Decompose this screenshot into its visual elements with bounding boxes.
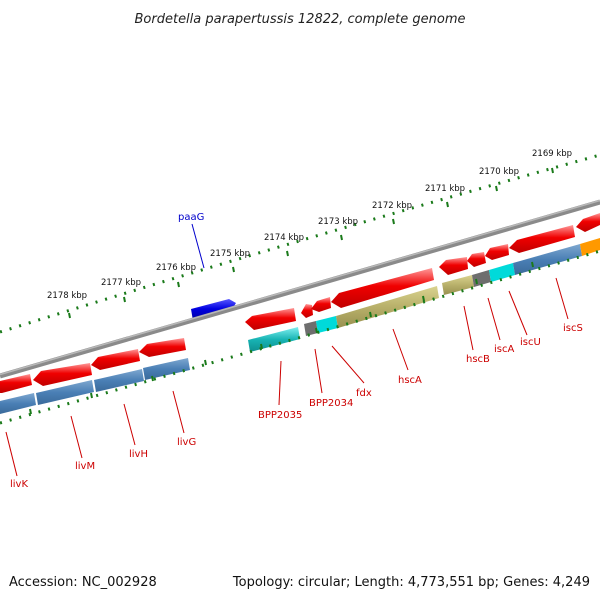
cog-livH <box>94 369 144 392</box>
label-leaders <box>5 277 569 477</box>
inner-tick-ring <box>0 249 600 425</box>
label-livM[interactable]: livM <box>75 461 95 472</box>
cog-livK <box>0 393 36 414</box>
topology-text: Topology: circular; Length: 4,773,551 bp… <box>232 575 590 590</box>
cds-iscS[interactable] <box>509 225 575 253</box>
kbp-label: 2177 kbp <box>101 278 141 288</box>
kbp-label: 2174 kbp <box>264 233 304 243</box>
cds-next[interactable] <box>576 213 600 232</box>
cds-BPP2034[interactable] <box>301 304 313 318</box>
cds-fdx[interactable] <box>311 297 331 312</box>
label-BPP2035[interactable]: BPP2035 <box>258 410 302 421</box>
outer-tick-ring <box>0 153 600 334</box>
kbp-label: 2172 kbp <box>372 201 412 211</box>
cds-iscA[interactable] <box>467 252 486 267</box>
inner-major-ticks <box>29 261 534 415</box>
kbp-label: 2176 kbp <box>156 263 196 273</box>
label-livG[interactable]: livG <box>177 437 196 448</box>
cog-iscS <box>513 244 582 275</box>
cog-hscA <box>336 286 439 328</box>
cds-BPP2035[interactable] <box>245 308 296 330</box>
kbp-label: 2170 kbp <box>479 167 519 177</box>
label-hscB[interactable]: hscB <box>466 354 490 365</box>
cog-livG <box>143 358 190 380</box>
label-hscA[interactable]: hscA <box>398 375 422 386</box>
cog-livM <box>36 380 94 405</box>
label-BPP2034[interactable]: BPP2034 <box>309 398 353 409</box>
cds-livH[interactable] <box>91 349 140 370</box>
cog-hscB <box>442 275 474 295</box>
gene-labels: livK livM livH livG BPP2035 BPP2034 fdx … <box>10 323 583 490</box>
label-livK[interactable]: livK <box>10 479 28 490</box>
kbp-label: 2178 kbp <box>47 291 87 301</box>
cog-BPP2035 <box>248 327 300 352</box>
cds-livG[interactable] <box>139 338 186 357</box>
paaG-leader <box>191 223 205 269</box>
cds-row <box>0 213 600 393</box>
backbone-shine <box>0 199 600 376</box>
cds-livM[interactable] <box>33 363 92 386</box>
cds-livK[interactable] <box>0 374 32 393</box>
cds-hscA[interactable] <box>331 268 434 308</box>
kbp-label: 2173 kbp <box>318 217 358 227</box>
cds-hscB[interactable] <box>439 257 468 275</box>
cds-iscU[interactable] <box>485 244 509 260</box>
kbp-label: 2171 kbp <box>425 184 465 194</box>
label-iscS[interactable]: iscS <box>563 323 583 334</box>
kbp-label: 2169 kbp <box>532 149 572 159</box>
cog-fdx <box>316 316 338 333</box>
kbp-label: 2175 kbp <box>210 249 250 259</box>
cog-row <box>0 238 600 414</box>
map-title: Bordetella parapertussis 12822, complete… <box>135 12 466 27</box>
kbp-labels: 2178 kbp 2177 kbp 2176 kbp 2175 kbp 2174… <box>47 149 572 301</box>
cog-next <box>580 238 600 256</box>
outer-major-ticks <box>68 167 554 319</box>
label-fdx[interactable]: fdx <box>356 388 372 399</box>
label-iscA[interactable]: iscA <box>494 344 514 355</box>
cog-iscU <box>489 263 515 282</box>
genome-backbone <box>0 199 600 379</box>
accession-text: Accession: NC_002928 <box>9 575 157 590</box>
label-iscU[interactable]: iscU <box>520 337 541 348</box>
label-livH[interactable]: livH <box>129 449 148 460</box>
cog-BPP2034 <box>304 321 318 336</box>
label-paaG: paaG <box>178 212 204 223</box>
